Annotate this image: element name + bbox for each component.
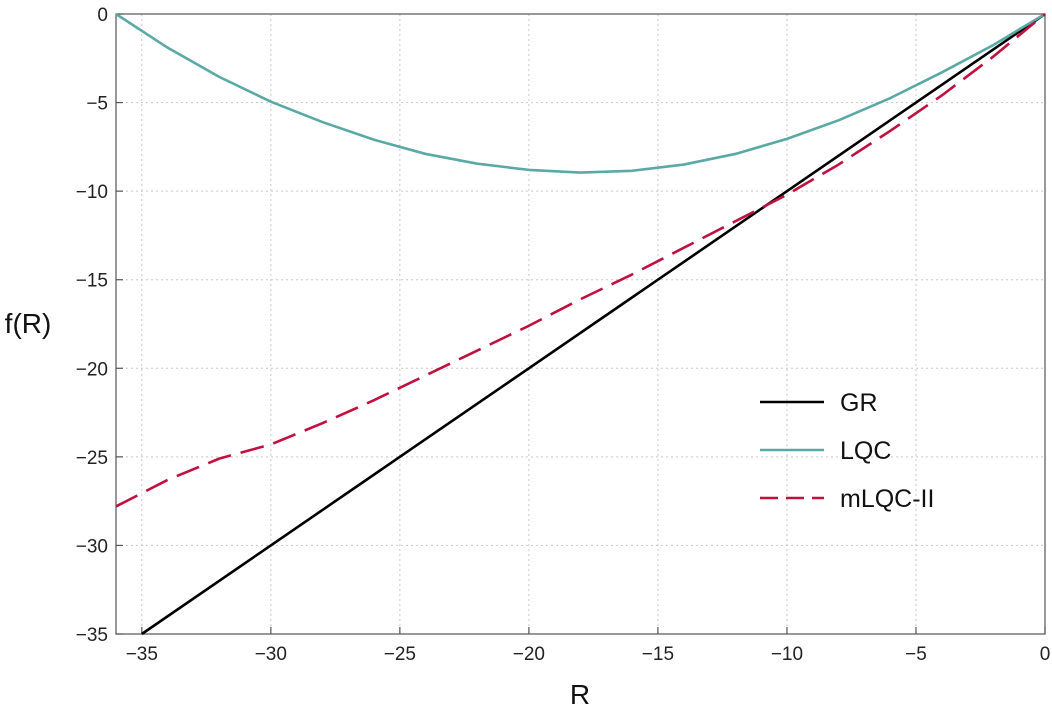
series-line-mlqc-ii bbox=[115, 12, 1046, 508]
series-line-lqc bbox=[115, 12, 1046, 174]
x-tick-label: −35 bbox=[126, 644, 158, 665]
y-tick-label: −5 bbox=[86, 94, 108, 115]
tick-layer: −35 −30 −25 −20 −15 −10 −5 0 0 −5 −10 −15 −20 −25 −30 −… bbox=[76, 5, 1051, 665]
y-tick-label: −15 bbox=[76, 271, 108, 292]
x-tick-label: −30 bbox=[255, 644, 287, 665]
y-tick-label: −30 bbox=[76, 536, 108, 557]
x-tick-label: −5 bbox=[905, 644, 927, 665]
legend-label-mlqc-ii: mLQC-II bbox=[840, 485, 934, 513]
x-tick-label: −15 bbox=[642, 644, 674, 665]
series-layer bbox=[115, 12, 1046, 636]
grid-layer bbox=[116, 13, 1046, 635]
legend: GR LQC mLQC-II bbox=[760, 389, 934, 513]
y-tick-label: −10 bbox=[76, 182, 108, 203]
legend-label-lqc: LQC bbox=[840, 437, 891, 465]
x-tick-label: −10 bbox=[771, 644, 803, 665]
x-tick-label: 0 bbox=[1040, 644, 1051, 665]
y-tick-label: 0 bbox=[97, 5, 108, 26]
series-line-gr bbox=[141, 12, 1046, 636]
y-tick-label: −25 bbox=[76, 448, 108, 469]
x-tick-label: −20 bbox=[513, 644, 545, 665]
plot-frame bbox=[115, 13, 1046, 635]
y-tick-label: −35 bbox=[76, 625, 108, 646]
x-axis-title: R bbox=[570, 679, 590, 710]
x-tick-label: −25 bbox=[384, 644, 416, 665]
legend-label-gr: GR bbox=[840, 389, 878, 417]
y-tick-label: −20 bbox=[76, 359, 108, 380]
y-axis-title: f(R) bbox=[5, 308, 52, 339]
